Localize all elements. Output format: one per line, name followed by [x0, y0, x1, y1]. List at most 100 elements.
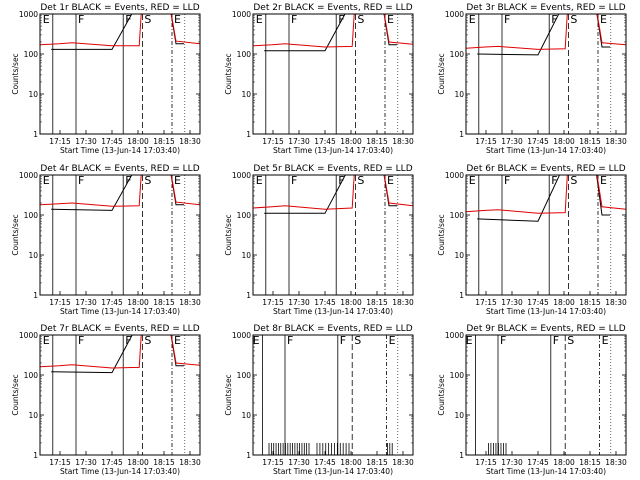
series-line-events [51, 175, 184, 211]
panel-title: Det 6r BLACK = Events, RED = LLD [466, 164, 625, 174]
y-tick-label: 1 [33, 130, 38, 139]
series-line-lld [40, 335, 200, 369]
x-tick-label: 18:30 [179, 298, 201, 307]
panel-title: Det 9r BLACK = Events, RED = LLD [466, 324, 625, 334]
event-marker-label: F [340, 334, 346, 347]
x-tick-label: 17:15 [49, 137, 71, 146]
y-tick-label: 10 [454, 251, 464, 260]
y-tick-label: 1000 [19, 10, 38, 19]
x-tick-label: 18:15 [579, 137, 601, 146]
x-tick-label: 18:00 [553, 458, 575, 467]
y-axis-label: Counts/sec [11, 374, 20, 415]
y-axis-label: Counts/sec [224, 214, 233, 255]
event-marker-label: S [354, 334, 361, 347]
y-axis-label: Counts/sec [224, 374, 233, 415]
x-tick-label: 18:00 [340, 458, 362, 467]
event-marker-label: S [357, 174, 364, 187]
event-marker-label: F [551, 174, 557, 187]
event-marker-label: F [504, 174, 510, 187]
y-tick-label: 1000 [232, 171, 251, 180]
event-marker-label: S [357, 13, 364, 26]
y-tick-label: 100 [24, 211, 39, 220]
series-line-lld [40, 175, 200, 207]
y-axis-label: Counts/sec [437, 374, 446, 415]
y-tick-label: 1000 [445, 10, 464, 19]
y-tick-label: 10 [241, 90, 251, 99]
event-marker-label: S [570, 13, 577, 26]
y-tick-label: 100 [450, 371, 465, 380]
x-tick-label: 17:45 [314, 298, 336, 307]
panel-title: Det 3r BLACK = Events, RED = LLD [466, 3, 625, 13]
event-marker-label: F [125, 334, 131, 347]
y-tick-label: 1000 [19, 171, 38, 180]
panel-title: Det 4r BLACK = Events, RED = LLD [40, 164, 199, 174]
event-marker-label: E [253, 334, 260, 347]
x-tick-label: 17:30 [75, 298, 97, 307]
panel-title: Det 8r BLACK = Events, RED = LLD [253, 324, 412, 334]
event-marker-label: F [338, 174, 344, 187]
x-tick-label: 18:15 [153, 298, 175, 307]
plot-frame [39, 13, 201, 135]
x-tick-label: 18:30 [392, 137, 414, 146]
series-line-lld [253, 175, 413, 210]
series-line-events [264, 175, 397, 214]
y-tick-label: 1000 [445, 331, 464, 340]
x-tick-label: 18:00 [553, 137, 575, 146]
y-tick-label: 100 [24, 371, 39, 380]
event-marker-label: E [256, 13, 263, 26]
x-tick-label: 18:15 [366, 458, 388, 467]
y-tick-label: 1 [33, 291, 38, 300]
x-tick-label: 18:30 [605, 458, 627, 467]
x-axis-label: Start Time (13-Jun-14 17:03:40) [486, 467, 606, 476]
event-marker-label: F [553, 334, 559, 347]
event-marker-label: F [287, 334, 293, 347]
panel-title: Det 2r BLACK = Events, RED = LLD [253, 3, 412, 13]
y-tick-label: 1000 [445, 171, 464, 180]
panel-title: Det 5r BLACK = Events, RED = LLD [253, 164, 412, 174]
x-tick-label: 18:00 [127, 458, 149, 467]
y-tick-label: 10 [241, 251, 251, 260]
y-tick-label: 1 [246, 291, 251, 300]
y-tick-label: 1000 [19, 331, 38, 340]
x-axis-label: Start Time (13-Jun-14 17:03:40) [60, 146, 180, 155]
y-tick-label: 100 [237, 211, 252, 220]
x-tick-label: 18:15 [366, 298, 388, 307]
y-axis-label: Counts/sec [224, 53, 233, 94]
plot-frame [252, 13, 414, 135]
x-tick-label: 17:30 [75, 137, 97, 146]
event-marker-label: E [174, 13, 181, 26]
y-tick-label: 100 [237, 50, 252, 59]
series-line-lld [466, 175, 626, 214]
y-tick-label: 1 [33, 451, 38, 460]
x-tick-label: 17:45 [101, 458, 123, 467]
x-tick-label: 18:00 [553, 298, 575, 307]
plot-frame [465, 13, 627, 135]
x-tick-label: 17:15 [475, 458, 497, 467]
x-tick-label: 18:15 [366, 137, 388, 146]
x-tick-label: 17:15 [49, 458, 71, 467]
x-tick-label: 17:45 [101, 137, 123, 146]
x-tick-label: 17:30 [501, 458, 523, 467]
x-axis-label: Start Time (13-Jun-14 17:03:40) [486, 307, 606, 316]
y-tick-label: 1 [459, 291, 464, 300]
x-tick-label: 17:45 [101, 298, 123, 307]
y-tick-label: 10 [28, 411, 38, 420]
event-marker-label: E [600, 174, 607, 187]
y-tick-label: 10 [241, 411, 251, 420]
x-axis-label: Start Time (13-Jun-14 17:03:40) [273, 307, 393, 316]
x-tick-label: 17:30 [501, 298, 523, 307]
y-axis-label: Counts/sec [437, 214, 446, 255]
y-tick-label: 100 [24, 50, 39, 59]
event-marker-label: E [43, 334, 50, 347]
y-axis-label: Counts/sec [437, 53, 446, 94]
series-line-events [264, 14, 397, 52]
x-tick-label: 18:15 [579, 458, 601, 467]
x-axis-label: Start Time (13-Jun-14 17:03:40) [60, 467, 180, 476]
